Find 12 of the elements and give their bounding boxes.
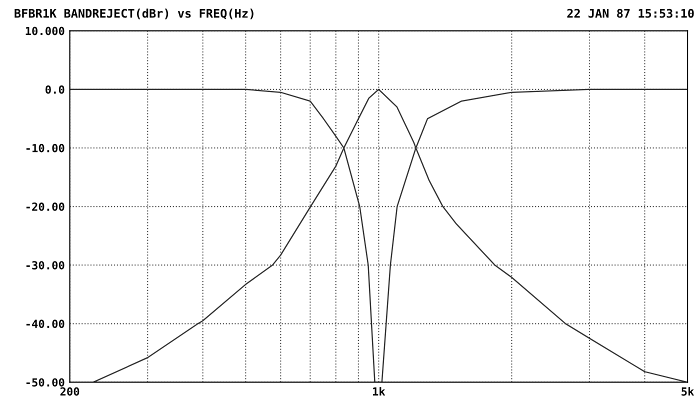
chart-title: BFBR1K BANDREJECT(dBr) vs FREQ(Hz) [14, 8, 254, 20]
text: 22 JAN 87 15:53:10 [567, 8, 694, 18]
x-tick-label: 5k [682, 387, 694, 396]
y-tick-label: -40.00 [26, 320, 64, 328]
y-tick-label: -10.00 [26, 144, 64, 152]
y-tick-label: -50.00 [26, 378, 64, 387]
x-tick-label: 1k [372, 387, 386, 396]
y-tick-label: 10.000 [26, 26, 64, 36]
y-tick-label: -30.00 [26, 261, 64, 270]
x-tick-label: 200 [60, 387, 80, 396]
y-tick-label: 0.0 [46, 85, 64, 94]
y-tick-label: -20.00 [26, 202, 64, 211]
